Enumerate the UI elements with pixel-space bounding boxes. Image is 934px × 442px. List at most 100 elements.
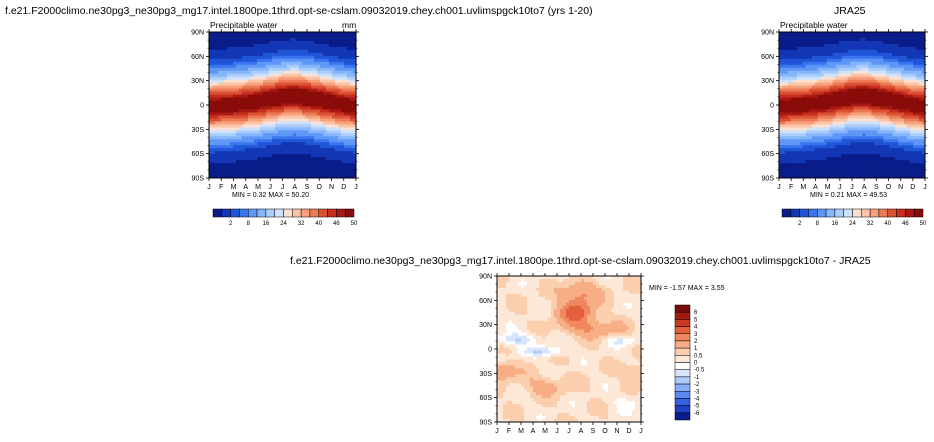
field-cell bbox=[779, 136, 783, 140]
field-cell bbox=[802, 64, 807, 69]
field-cell bbox=[335, 160, 339, 164]
field-cell bbox=[293, 127, 297, 131]
field-cell bbox=[344, 73, 348, 78]
field-cell bbox=[290, 172, 294, 176]
field-cell bbox=[922, 136, 925, 140]
field-cell bbox=[898, 94, 902, 99]
field-cell bbox=[290, 64, 294, 69]
field-cell bbox=[299, 61, 303, 66]
field-cell bbox=[335, 58, 339, 63]
field-cell bbox=[224, 100, 228, 105]
field-cell bbox=[916, 94, 920, 99]
field-cell bbox=[245, 46, 249, 51]
field-cell bbox=[290, 97, 294, 102]
field-cell bbox=[922, 133, 925, 137]
field-cell bbox=[817, 82, 822, 87]
field-cell bbox=[269, 32, 273, 36]
field-cell bbox=[805, 85, 810, 90]
field-cell bbox=[257, 67, 261, 72]
field-cell bbox=[895, 160, 899, 164]
field-cell bbox=[811, 82, 816, 87]
field-cell bbox=[344, 88, 348, 93]
field-cell bbox=[847, 172, 852, 176]
field-cell bbox=[215, 88, 219, 93]
model-colorbar-swatch bbox=[230, 208, 240, 218]
field-cell bbox=[224, 34, 228, 39]
field-cell bbox=[901, 61, 905, 66]
field-cell bbox=[302, 121, 306, 125]
field-cell bbox=[919, 148, 923, 152]
field-cell bbox=[251, 160, 255, 164]
field-cell bbox=[248, 148, 252, 152]
field-cell bbox=[281, 154, 285, 158]
field-cell bbox=[257, 52, 261, 57]
field-cell bbox=[820, 169, 825, 173]
field-cell bbox=[305, 115, 309, 120]
field-cell bbox=[793, 127, 798, 131]
field-cell bbox=[820, 64, 825, 69]
field-cell bbox=[254, 163, 258, 167]
field-cell bbox=[224, 85, 228, 90]
field-cell bbox=[781, 103, 786, 108]
field-cell bbox=[341, 130, 345, 134]
field-cell bbox=[278, 154, 282, 158]
field-cell bbox=[877, 73, 881, 78]
field-cell bbox=[353, 121, 356, 125]
field-cell bbox=[844, 70, 849, 75]
field-cell bbox=[284, 55, 288, 60]
model-colorbar-label: 50 bbox=[351, 221, 358, 227]
field-cell bbox=[895, 172, 899, 176]
field-cell bbox=[850, 145, 855, 149]
field-cell bbox=[916, 58, 920, 63]
field-cell bbox=[784, 49, 789, 54]
field-cell bbox=[290, 109, 294, 114]
field-cell bbox=[275, 103, 279, 108]
field-cell bbox=[853, 166, 858, 170]
field-cell bbox=[314, 145, 318, 149]
field-cell bbox=[248, 49, 252, 54]
field-cell bbox=[347, 58, 351, 63]
field-cell bbox=[224, 40, 228, 45]
field-cell bbox=[320, 127, 324, 131]
field-cell bbox=[347, 49, 351, 54]
field-cell bbox=[227, 142, 231, 146]
field-cell bbox=[874, 46, 878, 51]
field-cell bbox=[826, 124, 831, 128]
field-cell bbox=[796, 34, 801, 39]
field-cell bbox=[332, 91, 336, 96]
field-cell bbox=[916, 103, 920, 108]
field-cell bbox=[913, 133, 917, 137]
field-cell bbox=[787, 127, 792, 131]
field-cell bbox=[329, 172, 333, 176]
field-cell bbox=[817, 139, 822, 143]
field-cell bbox=[793, 49, 798, 54]
field-cell bbox=[254, 58, 258, 63]
field-cell bbox=[239, 79, 243, 84]
field-cell bbox=[350, 43, 354, 48]
field-cell bbox=[907, 133, 911, 137]
field-cell bbox=[233, 67, 237, 72]
field-cell bbox=[341, 154, 345, 158]
field-cell bbox=[787, 106, 792, 111]
field-cell bbox=[913, 130, 917, 134]
field-cell bbox=[829, 97, 834, 102]
field-cell bbox=[865, 103, 869, 108]
field-cell bbox=[326, 136, 330, 140]
field-cell bbox=[347, 55, 351, 60]
field-cell bbox=[272, 37, 276, 42]
field-cell bbox=[838, 148, 843, 152]
field-cell bbox=[859, 169, 864, 173]
field-cell bbox=[832, 133, 837, 137]
field-cell bbox=[865, 55, 869, 60]
field-cell bbox=[344, 112, 348, 117]
field-cell bbox=[224, 109, 228, 114]
field-cell bbox=[272, 136, 276, 140]
field-cell bbox=[281, 148, 285, 152]
field-cell bbox=[260, 32, 264, 36]
field-cell bbox=[272, 64, 276, 69]
field-cell bbox=[820, 70, 825, 75]
field-cell bbox=[266, 55, 270, 60]
field-cell bbox=[895, 148, 899, 152]
field-cell bbox=[329, 76, 333, 81]
field-cell bbox=[862, 49, 867, 54]
